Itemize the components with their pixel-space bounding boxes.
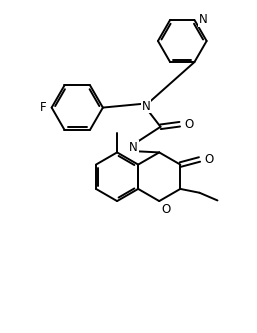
Text: O: O (185, 118, 194, 131)
Text: O: O (162, 203, 171, 216)
Text: N: N (199, 13, 208, 26)
Text: N: N (129, 141, 138, 154)
Text: F: F (39, 101, 46, 114)
Text: O: O (205, 153, 214, 166)
Text: N: N (142, 100, 151, 113)
